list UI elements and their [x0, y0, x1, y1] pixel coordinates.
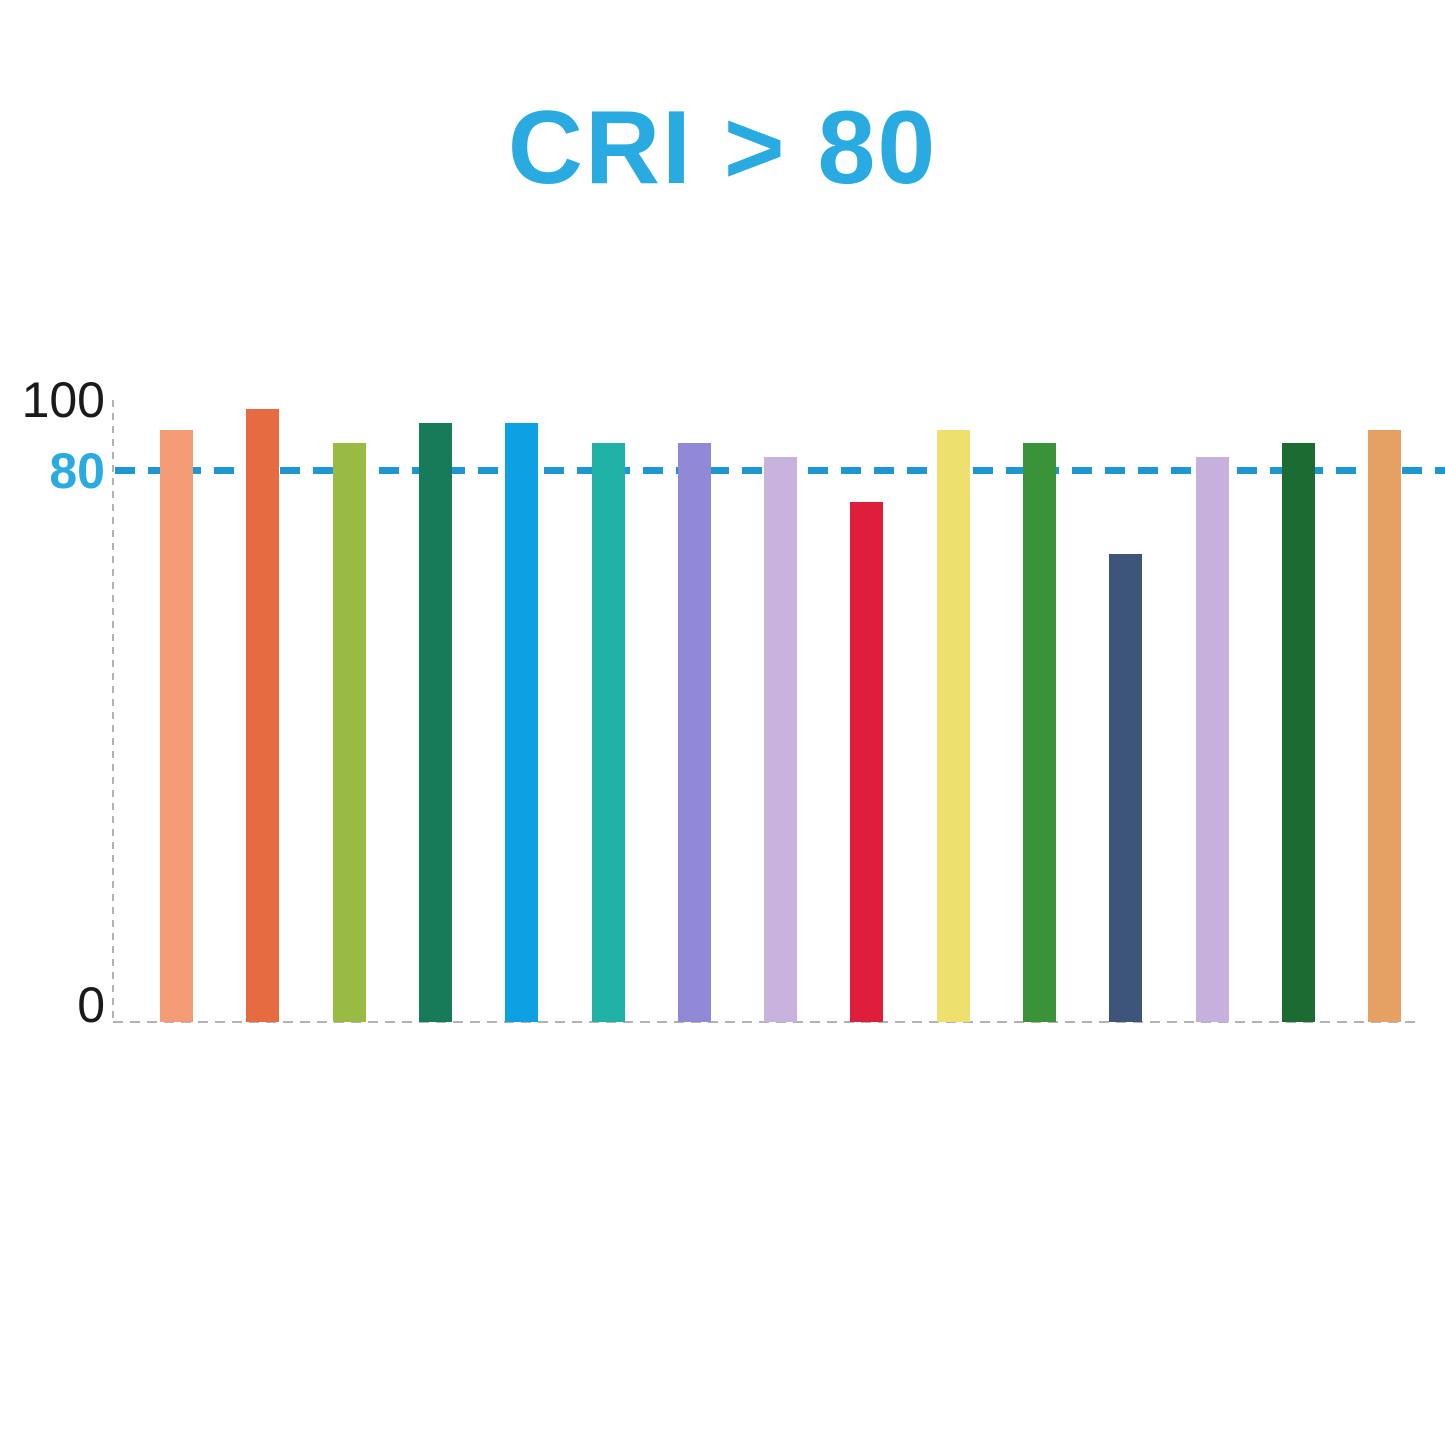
bar-9	[850, 501, 884, 1022]
bar-14	[1281, 443, 1315, 1022]
bar-8	[764, 457, 798, 1022]
chart-title: CRI > 80	[507, 90, 938, 206]
y-tick-100: 100	[21, 372, 105, 428]
y-axis-dashed-line	[112, 400, 114, 1023]
x-axis-dashed-line	[113, 1021, 1418, 1023]
bar-3	[332, 443, 366, 1022]
bar-13	[1195, 457, 1229, 1022]
bar-15	[1368, 429, 1402, 1022]
y-tick-0: 0	[77, 977, 105, 1033]
bar-11	[1023, 443, 1056, 1022]
bar-5	[505, 422, 539, 1022]
bar-7	[677, 443, 711, 1022]
bar-2	[246, 409, 280, 1022]
bar-6	[591, 443, 625, 1022]
bar-1	[160, 429, 193, 1022]
bar-4	[418, 422, 452, 1022]
bar-12	[1109, 553, 1143, 1022]
bar-10	[936, 429, 970, 1022]
y-tick-80: 80	[49, 443, 105, 499]
